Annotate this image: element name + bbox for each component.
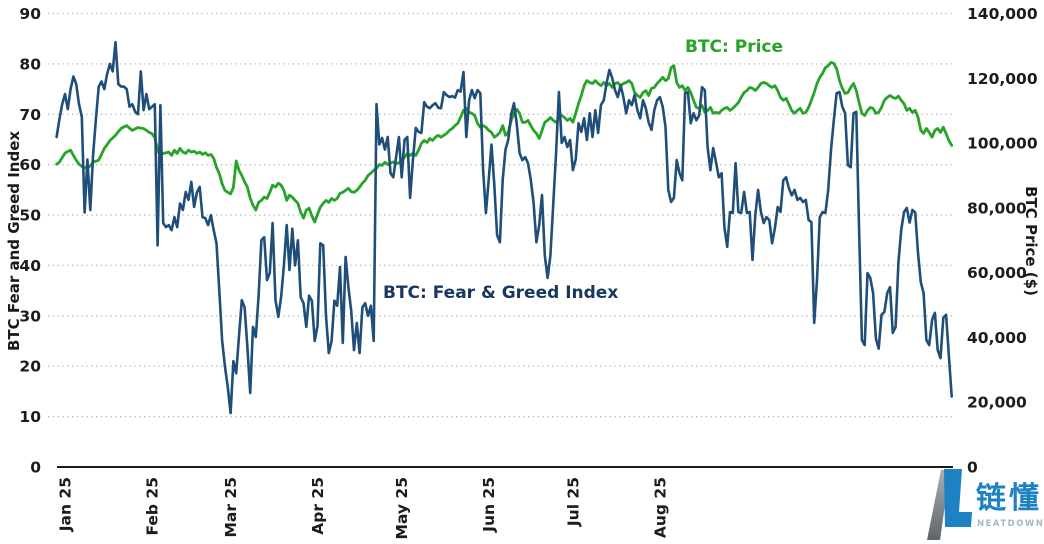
y-right-tick-label: 40,000	[967, 329, 1027, 347]
neatdown-logo: 链懂 NEATDOWN.COM	[924, 466, 1044, 540]
series-line-fear-greed	[55, 40, 954, 415]
y-left-tick-label: 80	[19, 55, 41, 73]
x-tick-label: Jan 25	[57, 477, 75, 532]
y-left-tick-label: 20	[19, 358, 41, 376]
y-right-tick-label: 0	[967, 459, 978, 477]
neatdown-logo-mark	[927, 469, 972, 540]
y-left-tick-label: 60	[19, 156, 41, 174]
neatdown-logo-text: 链懂	[976, 481, 1042, 516]
y-left-tick-label: 90	[19, 5, 41, 23]
y-left-tick-label: 30	[19, 307, 41, 325]
x-tick-label: Aug 25	[651, 477, 669, 538]
series-label-price: BTC: Price	[685, 37, 784, 57]
x-tick-label: Jun 25	[480, 477, 498, 533]
y-right-tick-label: 60,000	[967, 264, 1027, 282]
y-right-tick-label: 120,000	[967, 70, 1038, 88]
x-tick-label: Jul 25	[564, 477, 582, 527]
y-right-tick-label: 140,000	[967, 5, 1038, 23]
x-tick-label: Feb 25	[144, 477, 162, 536]
x-tick-label: May 25	[393, 477, 411, 539]
x-tick-label: Mar 25	[222, 477, 240, 538]
neatdown-domain-text: NEATDOWN.COM	[977, 519, 1044, 529]
y-left-tick-label: 10	[19, 408, 41, 426]
y-axis-title-left: BTC Fear and Greed Index	[5, 130, 23, 351]
x-tick-label: Apr 25	[309, 477, 327, 535]
y-left-tick-label: 0	[30, 459, 41, 477]
series-line-price	[55, 61, 954, 224]
y-left-tick-label: 40	[19, 257, 41, 275]
y-left-tick-label: 70	[19, 106, 41, 124]
series-label-fear-greed: BTC: Fear & Greed Index	[383, 283, 619, 303]
y-right-tick-label: 100,000	[967, 135, 1038, 153]
y-left-tick-label: 50	[19, 207, 41, 225]
y-right-tick-label: 20,000	[967, 394, 1027, 412]
y-axis-title-right: BTC Price ($)	[1022, 186, 1040, 296]
y-right-tick-label: 80,000	[967, 199, 1027, 217]
